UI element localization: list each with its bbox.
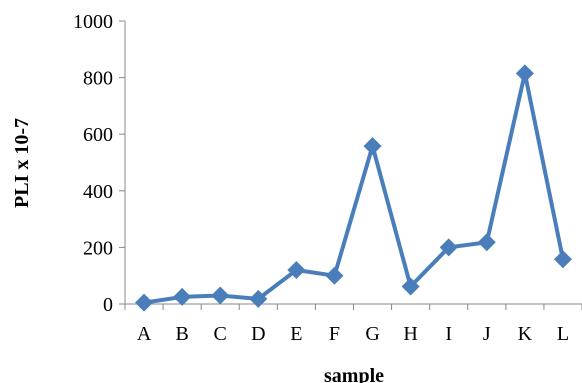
x-tick-label: E — [290, 323, 302, 345]
data-point-D — [249, 289, 268, 308]
series-line — [143, 71, 565, 305]
x-tick-label: J — [483, 323, 491, 345]
data-markers — [135, 64, 572, 312]
x-tick-label: A — [137, 323, 152, 345]
x-tick-label: K — [518, 323, 533, 345]
y-tick-label: 800 — [83, 68, 113, 90]
data-point-A — [135, 293, 154, 312]
data-point-L — [553, 250, 572, 269]
data-point-F — [325, 266, 344, 285]
x-tick-label: I — [445, 323, 452, 345]
y-tick-label: 0 — [103, 294, 113, 316]
x-tick-label: F — [329, 323, 340, 345]
y-axis-ticks: 0 200 400 600 800 1000 — [73, 11, 125, 316]
y-tick-label: 1000 — [73, 11, 113, 33]
x-axis-title: sample — [324, 365, 384, 383]
x-tick-label: H — [403, 323, 417, 345]
y-tick-label: 600 — [83, 124, 113, 146]
data-point-C — [211, 286, 230, 305]
data-point-J — [477, 233, 496, 252]
data-point-B — [173, 287, 192, 306]
x-tick-label: L — [557, 323, 569, 345]
data-point-H — [401, 277, 420, 296]
x-tick-label: C — [214, 323, 227, 345]
y-tick-label: 400 — [83, 181, 113, 203]
x-tick-label: B — [175, 323, 188, 345]
x-axis-ticks: A B C D E F G H I J K L — [124, 304, 582, 345]
data-point-E — [287, 261, 306, 280]
data-point-G — [363, 137, 382, 156]
x-tick-label: G — [365, 323, 379, 345]
x-tick-label: D — [251, 323, 265, 345]
data-point-K — [515, 64, 534, 83]
y-axis-title: PLI x 10-7 — [11, 118, 33, 208]
y-tick-label: 200 — [83, 237, 113, 259]
data-point-I — [439, 238, 458, 257]
